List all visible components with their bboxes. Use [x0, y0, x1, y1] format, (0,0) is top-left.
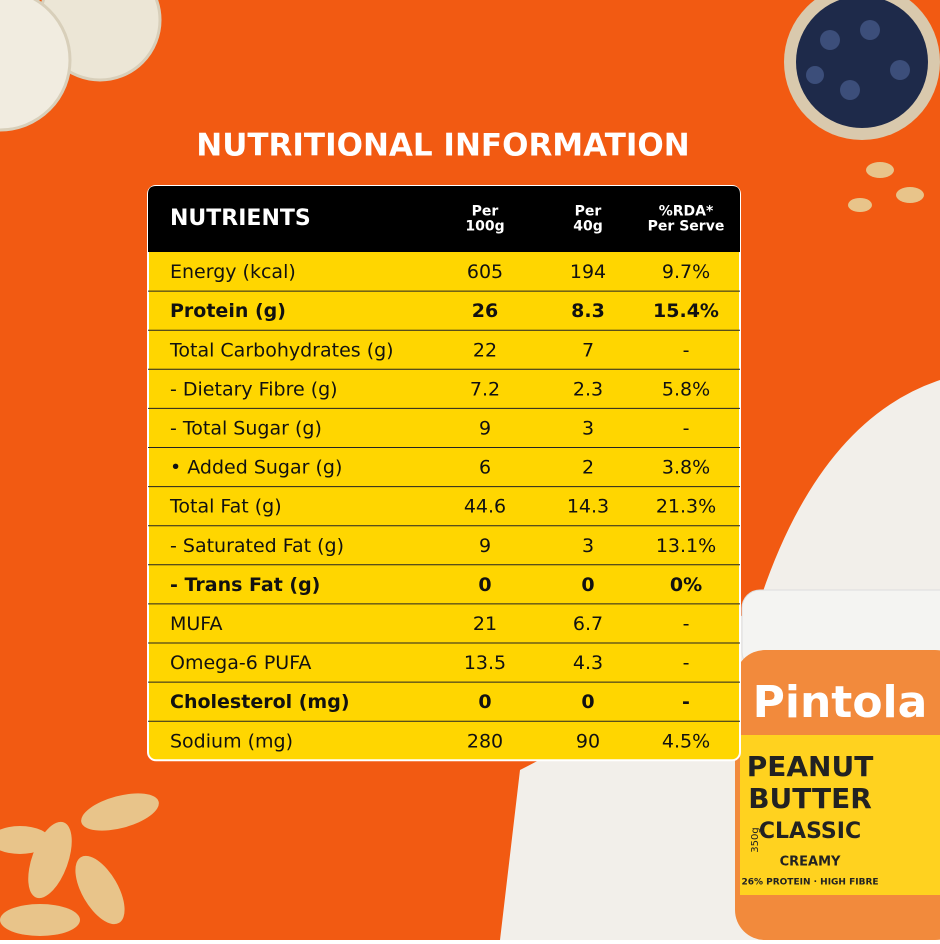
table-cell: 2.3 — [573, 378, 603, 400]
table-cell: 2 — [582, 457, 594, 479]
table-cell: 9 — [479, 535, 491, 557]
rice-cake — [0, 0, 72, 132]
table-cell: - — [683, 652, 690, 674]
table-cell: 44.6 — [464, 496, 506, 518]
table-cell: - Trans Fat (g) — [170, 574, 320, 596]
blueberries — [796, 0, 928, 128]
header-cell: 100g — [465, 219, 504, 235]
table-cell: 4.3 — [573, 652, 603, 674]
table-cell: 605 — [467, 261, 503, 283]
table-cell: 21 — [473, 613, 497, 635]
table-cell: - Dietary Fibre (g) — [170, 378, 338, 400]
header-cell: Per Serve — [648, 219, 725, 235]
table-cell: Cholesterol (mg) — [170, 691, 350, 713]
jar-product: BUTTER — [748, 782, 872, 815]
table-cell: 90 — [576, 730, 600, 752]
table-cell: Omega-6 PUFA — [170, 652, 311, 674]
table-cell: 0 — [581, 574, 594, 596]
jar-variant: CLASSIC — [759, 819, 861, 844]
table-cell: 194 — [570, 261, 606, 283]
table-cell: 5.8% — [662, 378, 710, 400]
table-cell: 21.3% — [656, 496, 716, 518]
table-cell: 14.3 — [567, 496, 609, 518]
jar-label — [740, 735, 940, 895]
blueberry-highlights — [806, 20, 910, 100]
header-cell: %RDA* — [659, 204, 714, 220]
table-cell: Energy (kcal) — [170, 261, 296, 283]
header-cell: 40g — [573, 219, 603, 235]
table-cell: Total Fat (g) — [169, 496, 282, 518]
header-cell: NUTRIENTS — [170, 206, 311, 231]
table-cell: 0 — [478, 574, 491, 596]
jar-claims: 26% PROTEIN · HIGH FIBRE — [741, 878, 878, 888]
table-cell: 13.1% — [656, 535, 716, 557]
table-cell: 8.3 — [571, 300, 605, 322]
table-cell: Sodium (mg) — [170, 730, 293, 752]
table-cell: 0 — [581, 691, 594, 713]
table-cell: 4.5% — [662, 730, 710, 752]
table-cell: 0 — [478, 691, 491, 713]
jar-texture: CREAMY — [780, 855, 841, 870]
table-cell: 3.8% — [662, 457, 710, 479]
table-cell: 7.2 — [470, 378, 500, 400]
table-cell: • Added Sugar (g) — [170, 457, 342, 479]
jar-product: PEANUT — [747, 750, 874, 783]
table-cell: 22 — [473, 339, 497, 361]
table-cell: 13.5 — [464, 652, 506, 674]
table-cell: 3 — [582, 535, 594, 557]
table-cell: 7 — [582, 339, 594, 361]
table-cell: - — [683, 417, 690, 439]
table-cell: MUFA — [170, 613, 222, 635]
header-cell: Per — [575, 204, 602, 220]
table-cell: 280 — [467, 730, 503, 752]
table-cell: 9.7% — [662, 261, 710, 283]
header-cell: Per — [472, 204, 499, 220]
jar: Pintola PEANUT BUTTER CLASSIC CREAMY 26%… — [735, 589, 940, 940]
table-cell: - Total Sugar (g) — [170, 417, 322, 439]
table-cell: 3 — [582, 417, 594, 439]
table-cell: 6 — [479, 457, 491, 479]
table-cell: - Saturated Fat (g) — [170, 535, 344, 557]
table-cell: Total Carbohydrates (g) — [169, 339, 394, 361]
table-cell: Protein (g) — [170, 300, 286, 322]
table-cell: - — [683, 613, 690, 635]
table-cell: 0% — [670, 574, 702, 596]
table-header — [148, 186, 740, 252]
title: NUTRITIONAL INFORMATION — [196, 128, 689, 164]
table-cell: 6.7 — [573, 613, 603, 635]
table-cell: 26 — [472, 300, 498, 322]
table-cell: - — [682, 691, 690, 713]
table-cell: 15.4% — [653, 300, 719, 322]
jar-weight: 350g — [750, 827, 761, 852]
table-cell: 9 — [479, 417, 491, 439]
jar-brand: Pintola — [753, 677, 928, 728]
table-cell: - — [683, 339, 690, 361]
peanuts — [0, 162, 924, 936]
